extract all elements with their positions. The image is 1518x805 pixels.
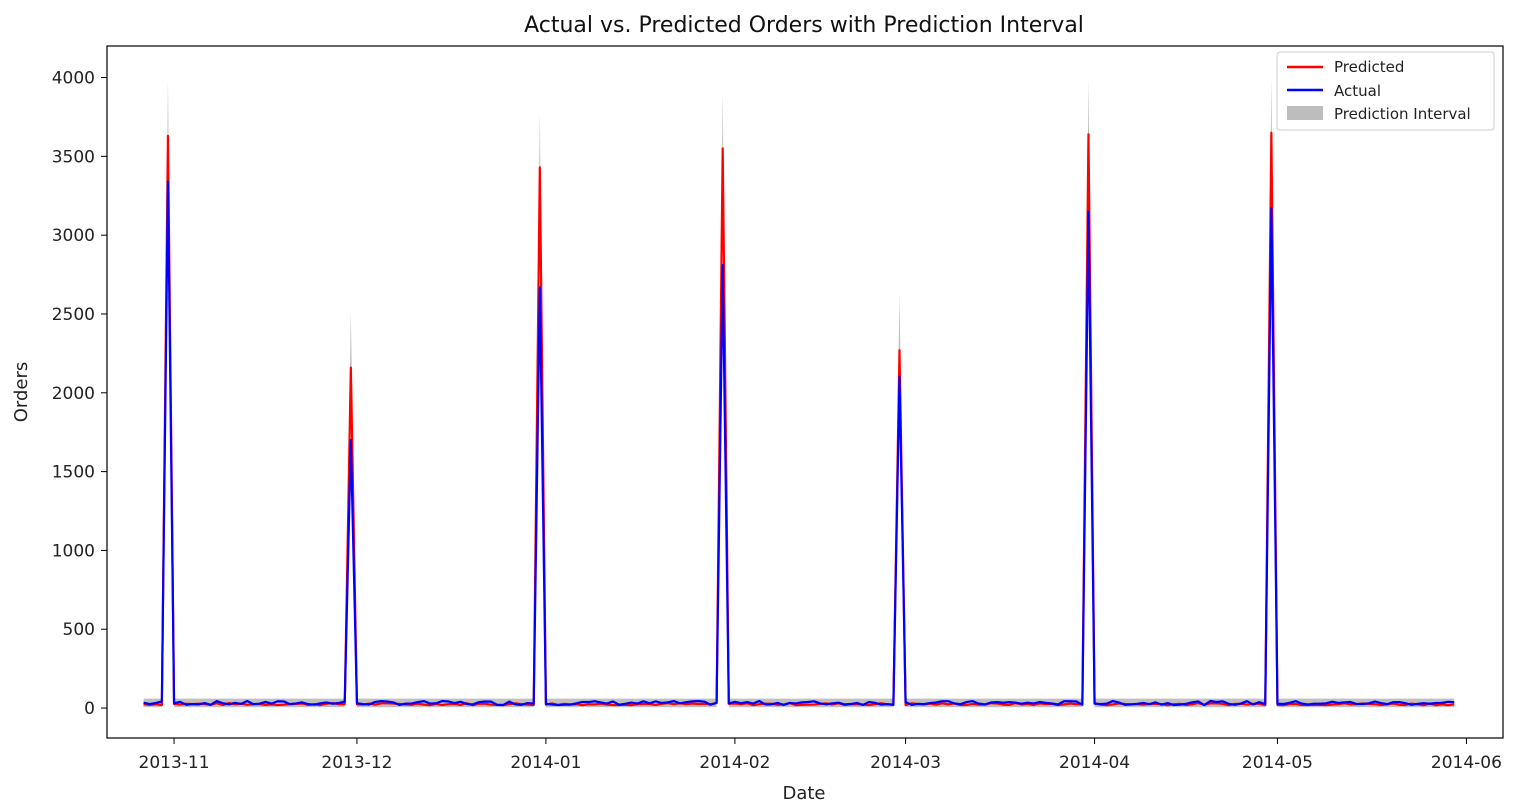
legend-interval-swatch — [1287, 106, 1323, 120]
x-tick-label: 2014-02 — [699, 753, 770, 773]
legend-predicted-label: Predicted — [1334, 58, 1404, 76]
x-tick-label: 2014-03 — [870, 753, 941, 773]
legend-box — [1276, 51, 1495, 131]
y-tick-label: 0 — [84, 699, 95, 719]
x-tick-label: 2014-05 — [1242, 753, 1313, 773]
predicted-series-line — [143, 131, 1455, 707]
x-tick-label: 2014-01 — [510, 753, 581, 773]
x-tick-label: 2013-11 — [139, 753, 210, 773]
prediction-interval-band — [143, 77, 1455, 708]
x-axis-label: Date — [782, 783, 825, 804]
y-axis: 0 500 1000 1500 2000 2500 3000 3500 4000 — [52, 69, 107, 719]
x-tick-label: 2014-06 — [1431, 753, 1502, 773]
plot-area — [143, 77, 1455, 708]
actual-series-line — [143, 180, 1455, 707]
legend-actual-label: Actual — [1334, 82, 1381, 100]
legend: Predicted Actual Prediction Interval — [1276, 51, 1495, 131]
y-tick-label: 3000 — [52, 226, 95, 246]
y-tick-label: 1500 — [52, 463, 95, 483]
y-tick-label: 500 — [63, 620, 95, 640]
y-tick-label: 3500 — [52, 147, 95, 167]
x-tick-label: 2013-12 — [321, 753, 392, 773]
y-tick-label: 2000 — [52, 384, 95, 404]
legend-interval-label: Prediction Interval — [1334, 105, 1471, 123]
x-axis: 2013-11 2013-12 2014-01 2014-02 2014-03 2014-… — [139, 738, 1502, 773]
x-tick-label: 2014-04 — [1059, 753, 1130, 773]
plot-frame — [106, 45, 1504, 739]
y-tick-label: 2500 — [52, 305, 95, 325]
chart-title: Actual vs. Predicted Orders with Predict… — [524, 13, 1084, 38]
y-tick-label: 4000 — [52, 69, 95, 89]
y-axis-label: Orders — [11, 362, 32, 423]
y-tick-label: 1000 — [52, 541, 95, 561]
